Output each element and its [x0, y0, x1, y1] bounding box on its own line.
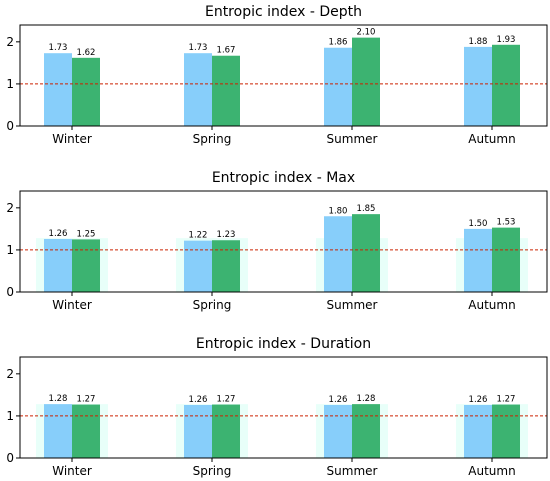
bar [44, 238, 72, 292]
x-tick-label: Winter [52, 132, 92, 146]
y-tick-label: 2 [6, 35, 14, 49]
y-tick-label: 2 [6, 201, 14, 215]
y-tick-label: 2 [6, 367, 14, 381]
x-tick-label: Spring [193, 464, 232, 478]
x-tick-label: Spring [193, 132, 232, 146]
bar [184, 404, 212, 458]
x-tick-label: Winter [52, 298, 92, 312]
data-label: 1.26 [49, 229, 68, 239]
data-label: 1.50 [469, 219, 488, 229]
data-label: 1.73 [189, 43, 208, 53]
bar [184, 53, 212, 127]
x-tick-label: Summer [327, 298, 378, 312]
x-tick-label: Autumn [468, 464, 515, 478]
chart-title: Entropic index - Max [212, 170, 355, 186]
bar [352, 214, 380, 292]
data-label: 1.28 [49, 394, 68, 404]
y-tick-label: 1 [6, 243, 14, 257]
bar [464, 46, 492, 127]
x-tick-label: Autumn [468, 298, 515, 312]
bar [324, 216, 352, 292]
x-tick-label: Spring [193, 298, 232, 312]
bar [72, 239, 100, 292]
bar [72, 404, 100, 458]
plot-frame [19, 190, 548, 293]
data-label: 1.22 [189, 231, 208, 241]
y-tick-label: 0 [6, 285, 14, 299]
chart-panel: Entropic index - Duration 1.28 1.26 1.26 1.2… [6, 336, 548, 478]
bar [44, 404, 72, 458]
bar [492, 44, 520, 126]
x-tick-label: Winter [52, 464, 92, 478]
chart-title: Entropic index - Depth [205, 4, 362, 20]
chart-panel: Entropic index - Depth 1.73 1.73 1.86 1.88 1.… [6, 4, 548, 146]
data-label: 1.27 [77, 395, 96, 405]
y-tick-label: 1 [6, 409, 14, 423]
data-label: 1.62 [77, 48, 96, 58]
bar [492, 227, 520, 292]
data-label: 1.27 [497, 395, 516, 405]
data-label: 1.27 [217, 395, 236, 405]
bar [352, 404, 380, 458]
y-tick-label: 0 [6, 451, 14, 465]
bar [324, 404, 352, 458]
data-label: 2.10 [357, 28, 376, 38]
plot-frame [19, 356, 548, 459]
plot-frame [19, 24, 548, 127]
bar [212, 240, 240, 292]
x-tick-label: Summer [327, 464, 378, 478]
bar [464, 404, 492, 458]
bar [44, 53, 72, 127]
data-label: 1.28 [357, 394, 376, 404]
y-tick-label: 0 [6, 119, 14, 133]
bar [352, 37, 380, 126]
data-label: 1.23 [217, 230, 236, 240]
bar [492, 404, 520, 458]
data-label: 1.26 [329, 395, 348, 405]
bar [324, 47, 352, 126]
bar [212, 55, 240, 126]
data-label: 1.26 [189, 395, 208, 405]
bar [212, 404, 240, 458]
data-label: 1.26 [469, 395, 488, 405]
data-label: 1.80 [329, 206, 348, 216]
x-tick-label: Autumn [468, 132, 515, 146]
chart-panel: Entropic index - Max 1.26 1.22 1.80 1.50 1.25… [6, 170, 548, 312]
y-tick-label: 1 [6, 77, 14, 91]
data-label: 1.25 [77, 229, 96, 239]
chart-title: Entropic index - Duration [196, 336, 371, 352]
data-label: 1.73 [49, 43, 68, 53]
data-label: 1.88 [469, 37, 488, 47]
bar [464, 228, 492, 292]
bar [72, 57, 100, 127]
data-label: 1.53 [497, 218, 516, 228]
data-label: 1.86 [329, 38, 348, 48]
bar [184, 240, 212, 292]
data-label: 1.93 [497, 35, 516, 45]
x-tick-label: Summer [327, 132, 378, 146]
data-label: 1.85 [357, 204, 376, 214]
data-label: 1.67 [217, 46, 236, 56]
